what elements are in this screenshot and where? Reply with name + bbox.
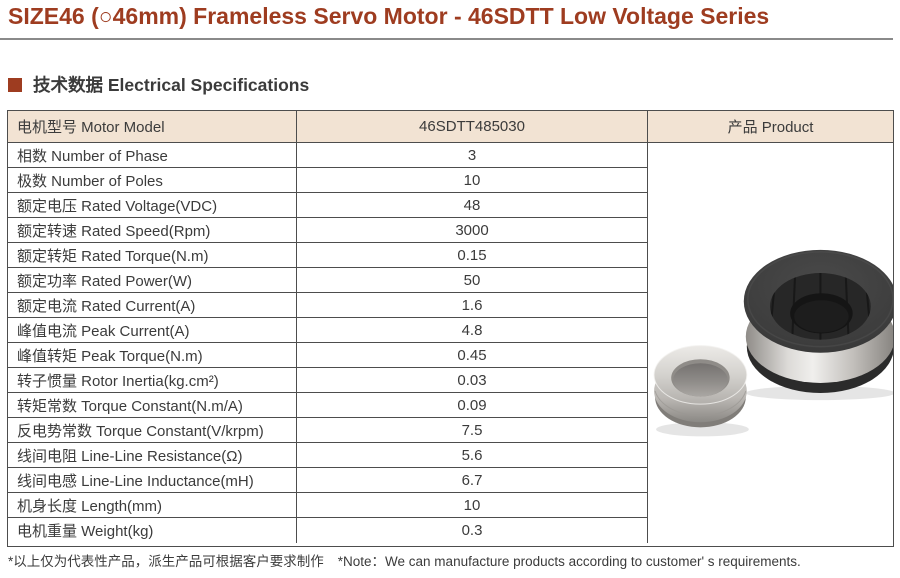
table-row: 额定电压 Rated Voltage(VDC) 48 — [8, 193, 648, 218]
section-bullet-icon — [8, 77, 22, 92]
footnote-chinese: *以上仅为代表性产品，派生产品可根据客户要求制作 — [8, 554, 324, 569]
spec-value: 1.6 — [297, 293, 648, 317]
table-row: 线间电阻 Line-Line Resistance(Ω) 5.6 — [8, 443, 648, 468]
spec-table-header-row: 电机型号 Motor Model 46SDTT485030 产品 Product — [8, 111, 893, 143]
table-row: 额定功率 Rated Power(W) 50 — [8, 268, 648, 293]
table-row: 转子惯量 Rotor Inertia(kg.cm²) 0.03 — [8, 368, 648, 393]
spec-label: 额定转矩 Rated Torque(N.m) — [8, 243, 297, 267]
spec-table: 电机型号 Motor Model 46SDTT485030 产品 Product… — [7, 110, 894, 548]
spec-value: 6.7 — [297, 468, 648, 492]
col-header-product: 产品 Product — [727, 119, 814, 136]
spec-value: 4.8 — [297, 318, 648, 342]
table-row: 机身长度 Length(mm) 10 — [8, 493, 648, 518]
table-row: 额定转速 Rated Speed(Rpm) 3000 — [8, 218, 648, 243]
spec-label: 转矩常数 Torque Constant(N.m/A) — [8, 393, 297, 417]
spec-label: 电机重量 Weight(kg) — [8, 518, 297, 543]
spec-value: 0.3 — [297, 518, 648, 543]
spec-value: 3000 — [297, 218, 648, 242]
spec-value: 0.03 — [297, 368, 648, 392]
motor-product-image — [653, 249, 893, 437]
spec-value: 0.09 — [297, 393, 648, 417]
spec-label: 线间电感 Line-Line Inductance(mH) — [8, 468, 297, 492]
spec-value: 5.6 — [297, 443, 648, 467]
spec-label: 峰值电流 Peak Current(A) — [8, 318, 297, 342]
spec-value: 3 — [297, 143, 648, 167]
spec-label: 额定功率 Rated Power(W) — [8, 268, 297, 292]
table-row: 转矩常数 Torque Constant(N.m/A) 0.09 — [8, 393, 648, 418]
title-divider — [0, 38, 893, 40]
col-header-motor-model: 电机型号 Motor Model — [8, 111, 297, 142]
spec-label: 峰值转矩 Peak Torque(N.m) — [8, 343, 297, 367]
table-row: 额定转矩 Rated Torque(N.m) 0.15 — [8, 243, 648, 268]
footnote-english: *Note：We can manufacture products accord… — [337, 554, 801, 569]
spec-value: 10 — [297, 168, 648, 192]
spec-value: 48 — [297, 193, 648, 217]
col-header-model-number: 46SDTT485030 — [297, 111, 648, 142]
spec-label: 线间电阻 Line-Line Resistance(Ω) — [8, 443, 297, 467]
spec-label: 额定电流 Rated Current(A) — [8, 293, 297, 317]
table-row: 峰值转矩 Peak Torque(N.m) 0.45 — [8, 343, 648, 368]
page-title: SIZE46 (○46mm) Frameless Servo Motor - 4… — [8, 3, 770, 29]
section-heading: 技术数据 Electrical Specifications — [8, 72, 309, 97]
spec-label: 极数 Number of Poles — [8, 168, 297, 192]
spec-label: 反电势常数 Torque Constant(V/krpm) — [8, 418, 297, 442]
spec-label: 额定转速 Rated Speed(Rpm) — [8, 218, 297, 242]
stator-ring-illustration — [743, 249, 893, 401]
section-heading-label: 技术数据 Electrical Specifications — [33, 75, 310, 95]
table-row: 极数 Number of Poles 10 — [8, 168, 648, 193]
table-row: 相数 Number of Phase 3 — [8, 143, 648, 168]
spec-label: 相数 Number of Phase — [8, 143, 297, 167]
footnote: *以上仅为代表性产品，派生产品可根据客户要求制作 *Note：We can ma… — [8, 550, 801, 570]
table-row: 线间电感 Line-Line Inductance(mH) 6.7 — [8, 468, 648, 493]
spec-label: 转子惯量 Rotor Inertia(kg.cm²) — [8, 368, 297, 392]
rotor-ring-illustration — [653, 345, 749, 437]
spec-label: 机身长度 Length(mm) — [8, 493, 297, 517]
spec-value: 7.5 — [297, 418, 648, 442]
spec-table-body: 相数 Number of Phase 3 极数 Number of Poles … — [8, 143, 893, 547]
product-image-cell — [648, 143, 893, 547]
spec-label: 额定电压 Rated Voltage(VDC) — [8, 193, 297, 217]
table-row: 额定电流 Rated Current(A) 1.6 — [8, 293, 648, 318]
spec-value: 0.45 — [297, 343, 648, 367]
spec-value: 50 — [297, 268, 648, 292]
spec-value: 10 — [297, 493, 648, 517]
spec-rows: 相数 Number of Phase 3 极数 Number of Poles … — [8, 143, 648, 546]
table-row: 峰值电流 Peak Current(A) 4.8 — [8, 318, 648, 343]
spec-value: 0.15 — [297, 243, 648, 267]
table-row: 反电势常数 Torque Constant(V/krpm) 7.5 — [8, 418, 648, 443]
table-row: 电机重量 Weight(kg) 0.3 — [8, 518, 648, 543]
